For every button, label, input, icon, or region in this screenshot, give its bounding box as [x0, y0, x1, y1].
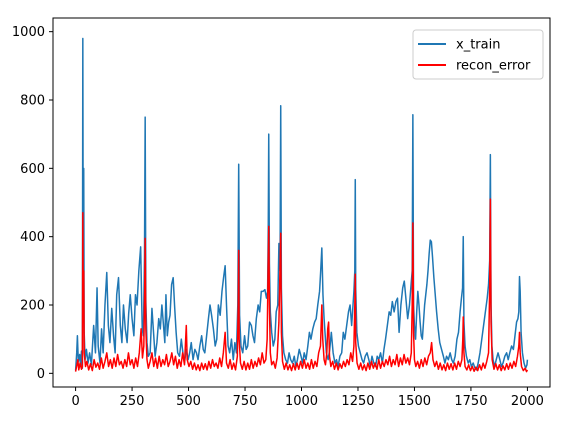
x-tick-label: 1500 [398, 394, 431, 409]
x-axis: 0 250 500 750 1000 1250 1500 1750 2000 [71, 387, 544, 409]
series-layer [74, 37, 529, 373]
y-tick-label: 1000 [12, 25, 45, 40]
y-tick-label: 200 [20, 299, 45, 314]
x-tick-label: 750 [233, 394, 258, 409]
series-line-recon-error [74, 198, 529, 373]
legend-label-x-train: x_train [456, 38, 500, 53]
x-tick-label: 1750 [454, 394, 487, 409]
x-tick-label: 1250 [341, 394, 374, 409]
y-tick-label: 800 [20, 94, 45, 109]
x-tick-label: 500 [176, 394, 201, 409]
x-tick-label: 250 [120, 394, 145, 409]
legend-label-recon-error: recon_error [456, 59, 531, 74]
legend: x_train recon_error [412, 29, 544, 80]
y-tick-label: 600 [20, 162, 45, 177]
y-tick-label: 400 [20, 230, 45, 245]
y-axis: 0 200 400 600 800 1000 [12, 25, 53, 382]
x-tick-label: 1000 [285, 394, 318, 409]
legend-box [412, 29, 544, 80]
x-tick-label: 0 [71, 394, 79, 409]
y-tick-label: 0 [37, 367, 45, 382]
x-tick-label: 2000 [511, 394, 544, 409]
